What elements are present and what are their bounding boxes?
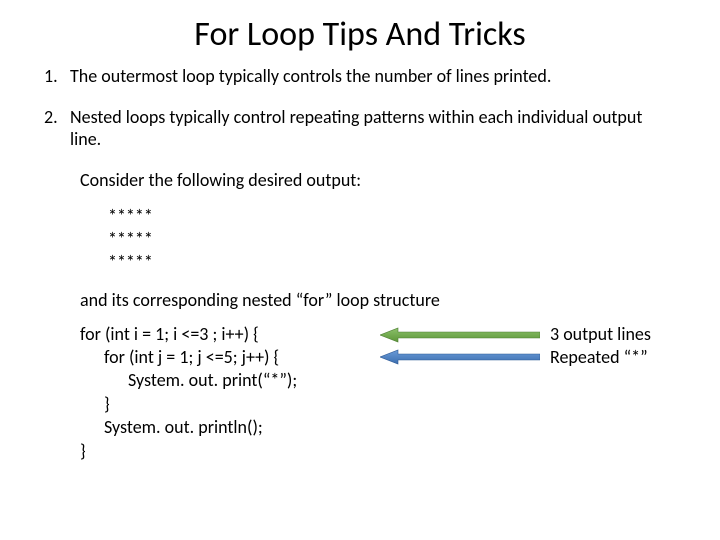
annotation-1: 3 output lines: [550, 323, 651, 346]
code-line-2: for (int j = 1; j <=5; j++) {: [80, 346, 370, 369]
arrow-2: [380, 349, 540, 365]
code-line-4: }: [80, 393, 370, 416]
page-title: For Loop Tips And Tricks: [0, 0, 720, 65]
list-text-1: The outermost loop typically controls th…: [70, 65, 676, 88]
code-and-annotations: for (int i = 1; i <=3 ; i++) { for (int …: [80, 323, 676, 463]
star-row-1: *****: [108, 205, 676, 228]
code-line-1: for (int i = 1; i <=3 ; i++) {: [80, 323, 370, 346]
consider-text: Consider the following desired output:: [80, 169, 676, 191]
code-line-5: System. out. println();: [80, 416, 370, 439]
indented-content: Consider the following desired output: *…: [44, 169, 676, 464]
list-num-1: 1.: [44, 65, 70, 88]
list-num-2: 2.: [44, 106, 70, 151]
code-line-6: }: [80, 440, 370, 463]
list-item-2: 2. Nested loops typically control repeat…: [44, 106, 676, 151]
star-row-2: *****: [108, 228, 676, 251]
star-row-3: *****: [108, 251, 676, 274]
stars-output: ***** ***** *****: [80, 205, 676, 275]
content-region: 1. The outermost loop typically controls…: [0, 65, 720, 463]
list-text-2: Nested loops typically control repeating…: [70, 106, 676, 151]
annotation-2: Repeated “*”: [550, 346, 651, 369]
code-block: for (int i = 1; i <=3 ; i++) { for (int …: [80, 323, 370, 463]
list-item-1: 1. The outermost loop typically controls…: [44, 65, 676, 88]
annotations: 3 output lines Repeated “*”: [550, 323, 651, 370]
arrow-1: [380, 327, 540, 343]
code-line-3: System. out. print(“*”);: [80, 369, 370, 392]
correspond-text: and its corresponding nested “for” loop …: [80, 289, 676, 311]
